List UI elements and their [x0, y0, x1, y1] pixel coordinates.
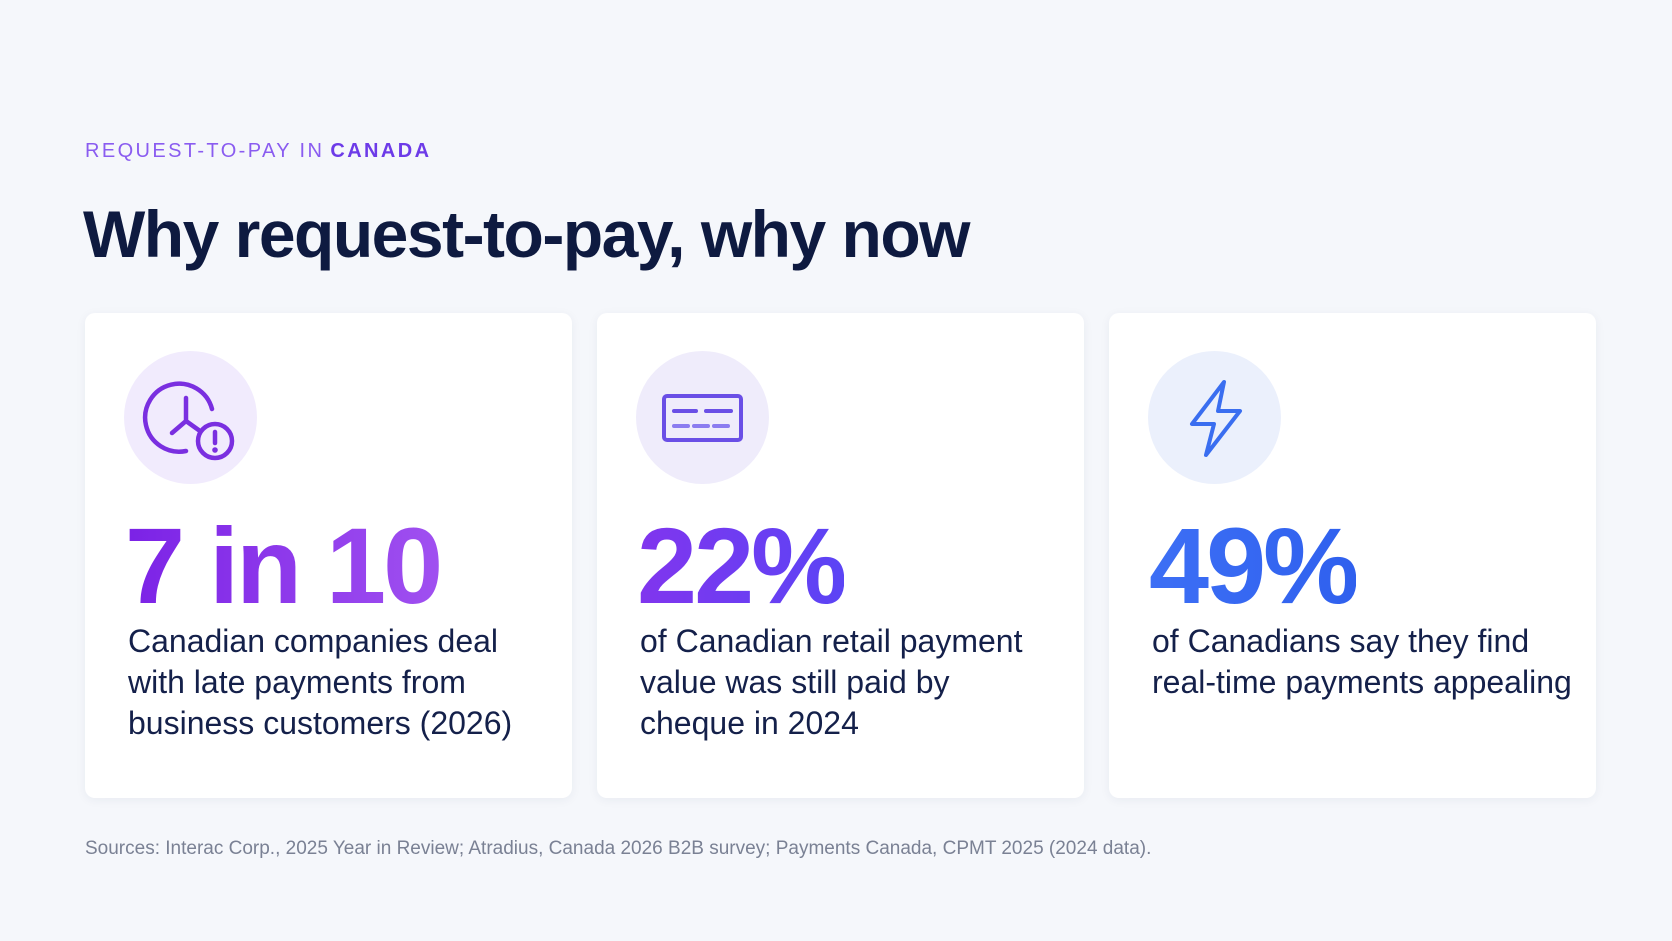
title: Why request-to-pay, why now: [83, 197, 970, 271]
stat-card: 7 in 10 Canadian companies deal with lat…: [85, 313, 572, 798]
stat: 22%: [637, 501, 847, 631]
stat: 49%: [1149, 501, 1359, 631]
sources: Sources: Interac Corp., 2025 Year in Rev…: [85, 838, 1152, 859]
clock-alert-icon: [142, 381, 235, 461]
lightning-icon: [1190, 380, 1242, 457]
description: of Canadian retail payment value was sti…: [640, 623, 1023, 741]
eyebrow-lead: REQUEST-TO-PAY IN: [85, 140, 325, 162]
cheque-icon: [662, 394, 743, 442]
description: Canadian companies deal with late paymen…: [128, 623, 513, 741]
eyebrow: REQUEST-TO-PAY IN CANADA: [85, 140, 431, 163]
stat-card: 49% of Canadians say they find real-time…: [1109, 313, 1596, 798]
icon: [636, 351, 769, 484]
icon: [124, 351, 257, 484]
eyebrow-emphasis: CANADA: [330, 140, 432, 162]
stat-card: 22% of Canadian retail payment value was…: [597, 313, 1084, 798]
icon: [1148, 351, 1281, 484]
stat: 7 in 10: [125, 501, 443, 631]
description: of Canadians say they find real-time pay…: [1152, 623, 1572, 700]
